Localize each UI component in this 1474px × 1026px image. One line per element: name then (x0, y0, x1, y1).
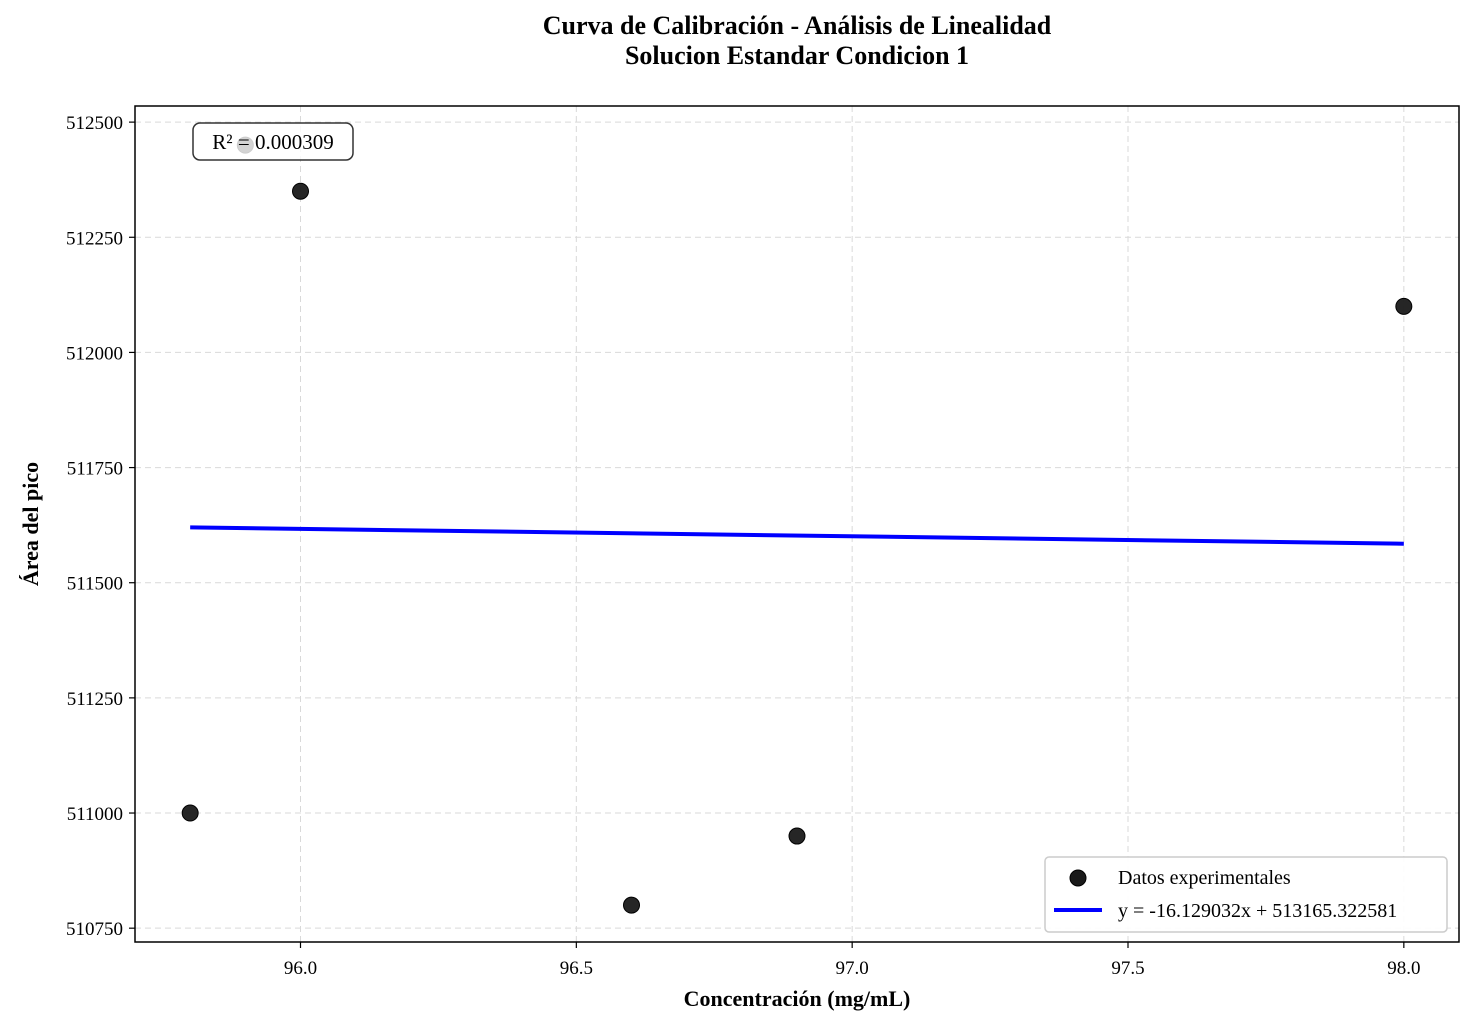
legend-box (1044, 856, 1448, 933)
y-axis-ticks: 510750 511000 511250 511500 511750 512000 5122… (66, 113, 135, 940)
chart-title: Curva de Calibración - Análisis de Linea… (543, 11, 1052, 40)
y-tick-label: 511000 (67, 804, 123, 825)
y-axis-label: Área del pico (18, 462, 43, 586)
data-point (623, 896, 640, 914)
data-point (788, 827, 806, 845)
data-point (181, 804, 199, 822)
legend-label-line: y = -16.129032x + 513165.322581 (1118, 900, 1397, 922)
legend-marker-scatter (1069, 869, 1087, 887)
y-tick-label: 511250 (67, 689, 123, 710)
y-tick-label: 512250 (66, 228, 123, 249)
fit-line-layer (190, 525, 1404, 546)
data-point (1395, 297, 1413, 315)
x-tick-label: 97.0 (836, 958, 869, 979)
x-tick-label: 96.5 (560, 958, 593, 979)
y-tick-label: 510750 (66, 919, 123, 940)
legend-label-scatter: Datos experimentales (1118, 867, 1291, 889)
x-tick-label: 98.0 (1387, 958, 1420, 979)
plot-frame (134, 105, 1460, 943)
legend: Datos experimentales y = -16.129032x + 5… (1044, 856, 1448, 933)
y-tick-label: 512500 (66, 113, 123, 134)
fit-line (190, 525, 1404, 546)
data-points-layer (181, 136, 1413, 914)
x-tick-label: 97.5 (1111, 958, 1144, 979)
y-tick-label: 511500 (67, 574, 123, 595)
grid-lines (135, 106, 1459, 942)
annotation-text: R² = 0.000309 (212, 130, 333, 154)
data-point (292, 182, 309, 200)
x-axis-ticks: 96.0 96.5 97.0 97.5 98.0 (284, 942, 1420, 979)
annotation-box (192, 122, 354, 161)
chart-subtitle: Solucion Estandar Condicion 1 (625, 41, 969, 70)
y-tick-label: 512000 (66, 343, 123, 364)
x-tick-label: 96.0 (284, 958, 317, 979)
y-tick-label: 511750 (67, 459, 123, 480)
x-axis-label: Concentración (mg/mL) (684, 986, 911, 1011)
r-squared-annotation: R² = 0.000309 (192, 122, 354, 161)
